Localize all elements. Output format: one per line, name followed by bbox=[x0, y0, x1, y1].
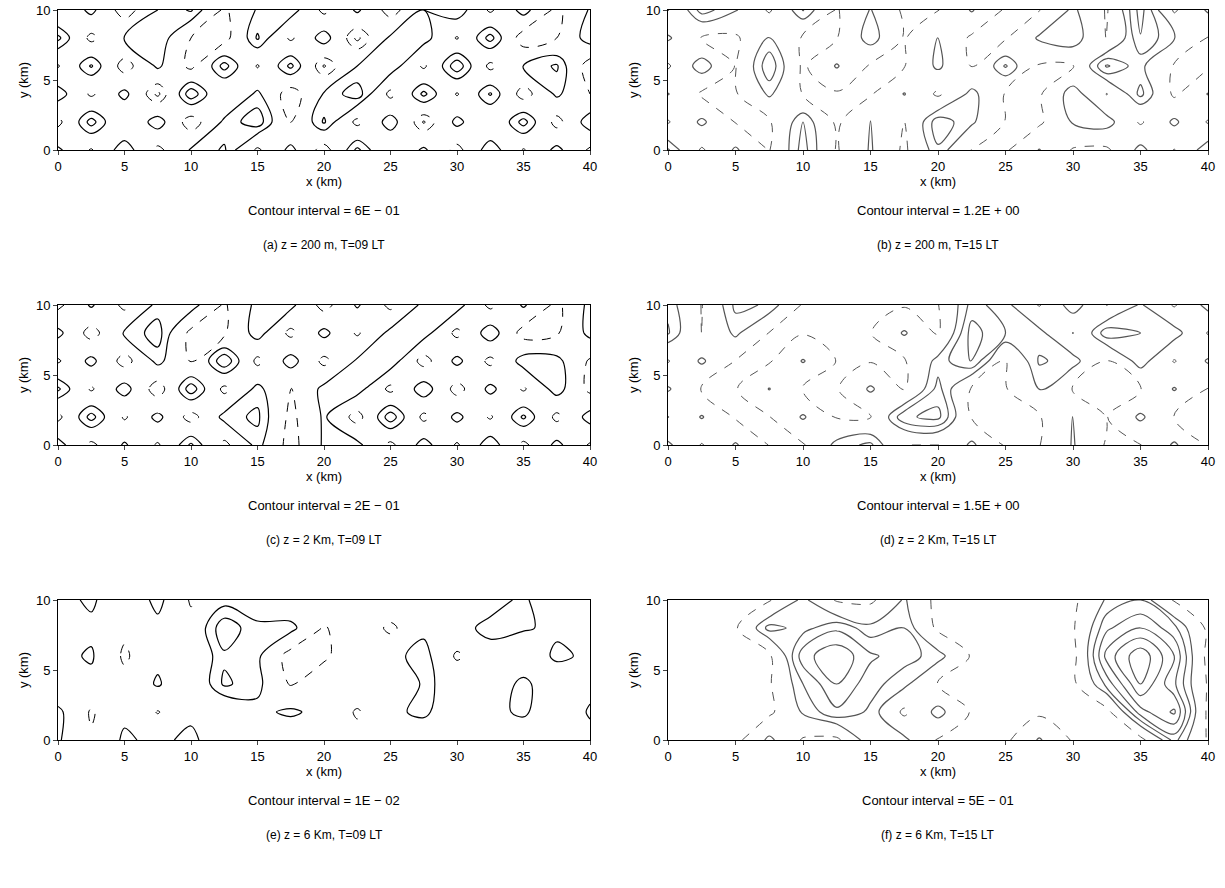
svg-text:40: 40 bbox=[1201, 749, 1215, 764]
svg-text:25: 25 bbox=[383, 159, 397, 174]
svg-text:5: 5 bbox=[653, 73, 660, 88]
svg-text:15: 15 bbox=[250, 454, 264, 469]
svg-text:35: 35 bbox=[1133, 159, 1147, 174]
svg-text:40: 40 bbox=[1201, 454, 1215, 469]
svg-text:10: 10 bbox=[646, 593, 660, 608]
svg-text:Contour interval = 2E − 01: Contour interval = 2E − 01 bbox=[248, 498, 400, 513]
svg-text:0: 0 bbox=[664, 159, 671, 174]
svg-text:5: 5 bbox=[43, 663, 50, 678]
svg-text:5: 5 bbox=[732, 454, 739, 469]
svg-text:Contour interval = 5E − 01: Contour interval = 5E − 01 bbox=[862, 793, 1014, 808]
svg-text:40: 40 bbox=[583, 454, 597, 469]
svg-text:y (km): y (km) bbox=[16, 652, 31, 688]
svg-text:35: 35 bbox=[516, 454, 530, 469]
svg-text:0: 0 bbox=[664, 454, 671, 469]
svg-text:5: 5 bbox=[121, 454, 128, 469]
svg-text:x (km): x (km) bbox=[306, 469, 342, 484]
svg-text:0: 0 bbox=[54, 454, 61, 469]
svg-text:10: 10 bbox=[646, 3, 660, 18]
svg-text:x (km): x (km) bbox=[306, 764, 342, 779]
svg-text:20: 20 bbox=[317, 159, 331, 174]
svg-text:25: 25 bbox=[998, 159, 1012, 174]
svg-text:15: 15 bbox=[250, 749, 264, 764]
svg-text:30: 30 bbox=[1066, 749, 1080, 764]
svg-text:30: 30 bbox=[1066, 159, 1080, 174]
svg-text:10: 10 bbox=[36, 593, 50, 608]
svg-text:10: 10 bbox=[796, 749, 810, 764]
svg-text:0: 0 bbox=[43, 733, 50, 748]
svg-text:y (km): y (km) bbox=[626, 62, 641, 98]
svg-text:0: 0 bbox=[43, 143, 50, 158]
svg-text:20: 20 bbox=[931, 454, 945, 469]
svg-text:x (km): x (km) bbox=[920, 469, 956, 484]
svg-text:0: 0 bbox=[54, 749, 61, 764]
svg-text:Contour interval = 1.2E + 00: Contour interval = 1.2E + 00 bbox=[857, 203, 1020, 218]
svg-text:y (km): y (km) bbox=[16, 62, 31, 98]
svg-text:40: 40 bbox=[1201, 159, 1215, 174]
svg-text:10: 10 bbox=[184, 159, 198, 174]
svg-text:Contour interval = 6E − 01: Contour interval = 6E − 01 bbox=[248, 203, 400, 218]
svg-text:10: 10 bbox=[796, 454, 810, 469]
svg-text:15: 15 bbox=[863, 454, 877, 469]
svg-text:x (km): x (km) bbox=[920, 174, 956, 189]
svg-text:5: 5 bbox=[43, 368, 50, 383]
svg-text:(f) z = 6 Km, T=15 LT: (f) z = 6 Km, T=15 LT bbox=[881, 828, 995, 842]
svg-text:(d) z = 2 Km, T=15 LT: (d) z = 2 Km, T=15 LT bbox=[880, 533, 997, 547]
svg-text:15: 15 bbox=[863, 159, 877, 174]
svg-text:10: 10 bbox=[646, 298, 660, 313]
svg-text:x (km): x (km) bbox=[920, 764, 956, 779]
svg-text:25: 25 bbox=[383, 454, 397, 469]
svg-text:20: 20 bbox=[317, 749, 331, 764]
svg-text:(e) z = 6 Km, T=09 LT: (e) z = 6 Km, T=09 LT bbox=[266, 828, 383, 842]
svg-text:0: 0 bbox=[664, 749, 671, 764]
svg-text:25: 25 bbox=[998, 749, 1012, 764]
svg-text:5: 5 bbox=[43, 73, 50, 88]
svg-text:15: 15 bbox=[863, 749, 877, 764]
svg-text:5: 5 bbox=[653, 368, 660, 383]
svg-text:40: 40 bbox=[583, 749, 597, 764]
svg-text:Contour interval = 1E − 02: Contour interval = 1E − 02 bbox=[248, 793, 400, 808]
svg-text:25: 25 bbox=[998, 454, 1012, 469]
svg-text:30: 30 bbox=[450, 454, 464, 469]
svg-text:20: 20 bbox=[931, 159, 945, 174]
svg-text:0: 0 bbox=[43, 438, 50, 453]
svg-text:5: 5 bbox=[732, 749, 739, 764]
svg-text:(b) z = 200 m, T=15 LT: (b) z = 200 m, T=15 LT bbox=[877, 238, 999, 252]
svg-text:10: 10 bbox=[184, 454, 198, 469]
svg-text:x (km): x (km) bbox=[306, 174, 342, 189]
svg-text:35: 35 bbox=[516, 749, 530, 764]
svg-text:15: 15 bbox=[250, 159, 264, 174]
svg-text:40: 40 bbox=[583, 159, 597, 174]
svg-text:20: 20 bbox=[317, 454, 331, 469]
svg-text:(a) z = 200 m, T=09 LT: (a) z = 200 m, T=09 LT bbox=[263, 238, 385, 252]
svg-text:30: 30 bbox=[1066, 454, 1080, 469]
svg-text:y (km): y (km) bbox=[16, 357, 31, 393]
svg-text:10: 10 bbox=[36, 298, 50, 313]
svg-text:0: 0 bbox=[54, 159, 61, 174]
svg-text:35: 35 bbox=[1133, 454, 1147, 469]
svg-text:30: 30 bbox=[450, 749, 464, 764]
svg-text:25: 25 bbox=[383, 749, 397, 764]
svg-text:10: 10 bbox=[36, 3, 50, 18]
svg-text:0: 0 bbox=[653, 733, 660, 748]
svg-text:35: 35 bbox=[1133, 749, 1147, 764]
svg-text:30: 30 bbox=[450, 159, 464, 174]
svg-text:10: 10 bbox=[184, 749, 198, 764]
svg-text:10: 10 bbox=[796, 159, 810, 174]
svg-text:5: 5 bbox=[121, 159, 128, 174]
svg-text:5: 5 bbox=[653, 663, 660, 678]
svg-text:Contour interval = 1.5E + 00: Contour interval = 1.5E + 00 bbox=[857, 498, 1020, 513]
svg-text:5: 5 bbox=[732, 159, 739, 174]
svg-text:(c) z = 2 Km, T=09 LT: (c) z = 2 Km, T=09 LT bbox=[266, 533, 382, 547]
svg-text:20: 20 bbox=[931, 749, 945, 764]
svg-text:0: 0 bbox=[653, 143, 660, 158]
svg-text:y (km): y (km) bbox=[626, 652, 641, 688]
svg-text:35: 35 bbox=[516, 159, 530, 174]
svg-text:0: 0 bbox=[653, 438, 660, 453]
svg-text:y (km): y (km) bbox=[626, 357, 641, 393]
svg-text:5: 5 bbox=[121, 749, 128, 764]
